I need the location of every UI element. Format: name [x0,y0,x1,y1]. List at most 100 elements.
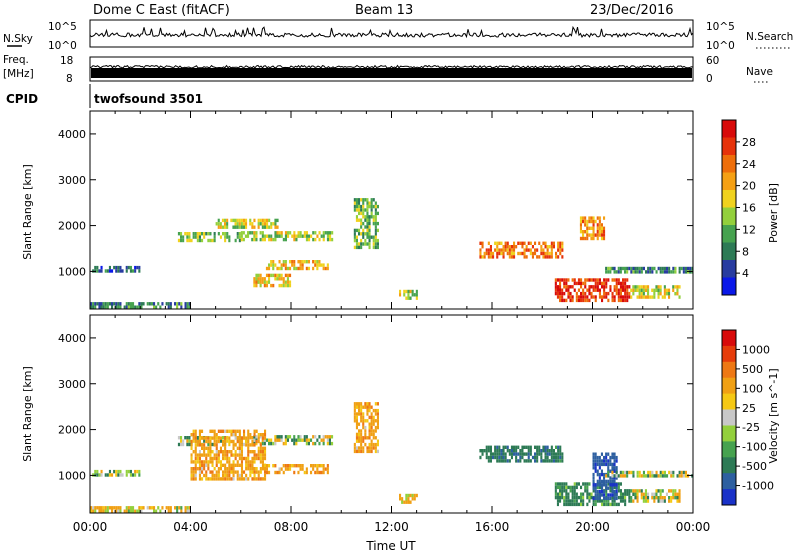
data-cell [272,441,275,446]
data-cell [554,492,557,496]
data-cell [594,219,597,224]
data-cell [228,456,231,461]
data-cell [364,429,367,433]
data-cell [238,450,241,454]
data-cell [257,225,260,229]
data-cell [326,234,329,238]
data-cell [665,492,668,496]
data-cell [592,233,595,237]
data-cell [607,266,610,271]
data-cell [180,235,183,239]
data-cell [284,438,287,442]
data-cell [224,436,227,440]
data-cell [596,485,599,490]
data-cell [657,474,660,478]
data-cell [538,445,541,449]
y-tick-label: 4000 [58,128,86,141]
data-cell [245,477,248,481]
data-cell [217,225,220,229]
data-cell [542,459,545,463]
data-cell [289,266,292,271]
data-cell [603,472,606,477]
data-cell [360,419,363,423]
data-cell [611,483,614,487]
data-cell [219,222,222,226]
data-cell [177,238,180,243]
data-cell [638,470,641,475]
data-cell [123,509,126,513]
data-cell [413,293,416,297]
data-cell [603,236,606,241]
data-cell [548,245,551,249]
data-cell [644,489,647,493]
data-cell [314,237,317,242]
data-cell [611,295,614,299]
data-cell [628,489,631,493]
data-cell [102,506,105,510]
data-cell [102,302,105,306]
data-cell [523,445,526,449]
plot-title: Dome C East (fitACF) [93,3,230,18]
data-cell [142,302,145,306]
data-cell [590,236,593,241]
velocity-x-ticks [89,315,694,513]
data-cell [263,218,266,223]
data-cell [609,469,612,473]
data-cell [617,298,620,303]
data-cell [504,245,507,249]
data-cell [370,439,373,443]
data-cell [293,237,296,242]
data-cell [513,251,516,256]
data-cell [548,251,551,256]
data-cell [617,266,620,271]
data-cell [213,436,216,440]
data-cell [270,222,273,226]
data-cell [687,266,690,271]
data-cell [513,248,516,252]
data-cell [601,281,604,286]
data-cell [190,467,193,471]
data-cell [257,470,260,474]
data-cell [586,278,589,282]
data-cell [628,495,631,500]
data-cell [282,280,285,284]
data-cell [257,439,260,444]
data-cell [370,432,373,437]
data-cell [289,283,292,288]
data-cell [219,467,222,471]
data-cell [364,442,367,447]
data-cell [559,291,562,296]
data-cell [569,499,572,503]
data-cell [176,509,179,513]
data-cell [259,453,262,457]
data-cell [676,496,679,500]
data-cell [213,443,216,447]
data-cell [609,476,612,480]
data-cell [316,260,319,264]
data-cell [542,445,545,449]
data-cell [358,412,361,416]
data-cell [274,263,277,267]
data-cell [251,477,254,481]
data-cell [266,234,269,238]
data-cell [598,485,601,490]
data-cell [479,248,482,252]
data-cell [559,295,562,299]
data-cell [240,460,243,464]
data-cell [548,449,551,453]
data-cell [668,470,671,475]
data-cell [355,425,358,430]
data-cell [609,462,612,467]
data-cell [374,429,377,433]
data-cell [567,485,570,490]
data-cell [180,238,183,243]
data-cell [316,467,319,471]
data-cell [567,492,570,496]
data-cell [360,439,363,443]
data-cell [565,285,568,289]
data-cell [609,483,612,487]
data-cell [186,232,189,236]
data-cell [370,449,373,454]
data-cell [598,223,601,227]
data-cell [552,452,555,456]
